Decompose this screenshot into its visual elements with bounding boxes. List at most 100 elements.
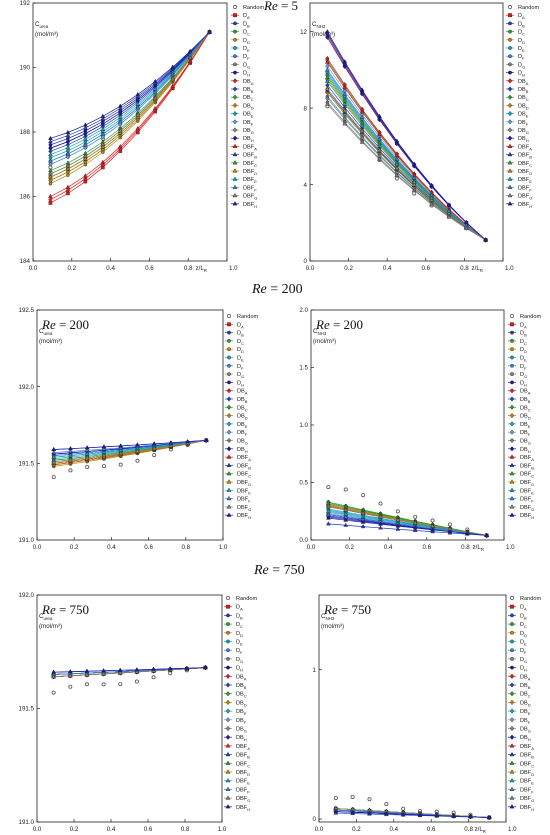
plot-frame: [319, 595, 506, 822]
legend-label: DA: [520, 605, 527, 612]
series-line: [327, 58, 485, 240]
legend-marker: [227, 438, 231, 443]
legend-marker: [226, 778, 230, 782]
legend-marker: [510, 640, 513, 643]
y-axis-label: CNH3: [312, 21, 326, 29]
data-point: [85, 683, 88, 686]
legend-label: DBFF: [518, 185, 532, 192]
legend-label: DC: [236, 622, 243, 629]
legend-marker: [508, 5, 511, 8]
data-point: [136, 92, 140, 95]
data-point: [135, 680, 138, 683]
series-line: [50, 32, 209, 148]
data-point: [119, 444, 123, 447]
legend-marker: [233, 103, 237, 108]
legend-label: DBFH: [237, 513, 251, 520]
legend-label: DBC: [520, 692, 531, 699]
legend-label: DBD: [520, 414, 531, 421]
legend-marker: [510, 430, 514, 435]
legend-label: DBH: [243, 136, 254, 143]
legend-label: DBFE: [237, 488, 251, 495]
y-tick-label: 191.0: [19, 537, 35, 544]
x-tick-label: 0.4: [107, 544, 116, 551]
plot-frame: [37, 310, 223, 540]
legend-label: DBFA: [518, 144, 532, 151]
x-tick-label: 1.0: [218, 826, 227, 833]
data-point: [431, 519, 434, 522]
y-tick-label: 192.0: [19, 384, 35, 391]
legend: RandomDADBDCDDDEDFDGDHDBADBBDBCDBDDBEDBF…: [225, 314, 258, 520]
legend-marker: [226, 605, 229, 608]
legend-label: DBG: [520, 439, 531, 446]
legend-label: DBFA: [520, 744, 534, 751]
y-axis-unit: (mol/m³): [313, 338, 336, 345]
legend-label: DBFH: [236, 805, 250, 812]
data-point: [135, 668, 139, 671]
legend-label: DBA: [243, 79, 254, 86]
data-point: [326, 522, 330, 525]
legend-label: DC: [520, 339, 527, 346]
legend-marker: [508, 152, 512, 156]
chart-nh3-re200: 0.00.20.40.60.81.0z/LR0.00.51.01.52.0CNH…: [299, 307, 541, 552]
legend-marker: [227, 364, 230, 367]
series-line: [50, 32, 209, 177]
data-point: [413, 192, 416, 195]
x-tick-label: 0.8: [184, 265, 193, 272]
legend-marker: [227, 388, 231, 393]
legend-label: DE: [237, 356, 244, 363]
data-point: [86, 465, 89, 468]
legend-label: DH: [236, 666, 243, 673]
x-tick-label: 0.8: [461, 544, 470, 551]
legend-label: DD: [520, 631, 527, 638]
series-DBFH: [325, 29, 487, 241]
legend-marker: [510, 718, 514, 723]
legend-marker: [227, 397, 231, 402]
legend-label: DBFB: [237, 463, 251, 470]
series-line: [50, 32, 209, 177]
legend-marker: [510, 471, 514, 475]
series-DC: [49, 30, 211, 178]
data-point: [83, 131, 87, 135]
legend-label: DD: [237, 347, 244, 354]
legend-label: DBG: [243, 128, 254, 135]
series-line: [327, 79, 485, 240]
legend-label: DBB: [237, 397, 248, 404]
legend-label: DBFE: [520, 488, 534, 495]
legend-marker: [508, 63, 511, 66]
legend-marker: [510, 726, 514, 731]
legend-marker: [227, 488, 231, 492]
legend-marker: [226, 744, 230, 748]
legend-marker: [510, 364, 513, 367]
legend-label: DBFB: [520, 463, 534, 470]
legend-label: DBA: [237, 389, 248, 396]
x-axis-label: z/LR: [473, 544, 485, 552]
legend-marker: [510, 480, 514, 484]
legend-marker: [227, 413, 231, 418]
legend-label: DBG: [518, 128, 529, 135]
data-point: [85, 669, 89, 672]
legend-marker: [226, 691, 230, 696]
legend-marker: [510, 356, 513, 359]
legend-marker: [510, 438, 514, 443]
legend-marker: [508, 202, 512, 206]
legend-marker: [227, 471, 231, 475]
legend-label: DBFF: [236, 787, 250, 794]
x-tick-label: 0.8: [464, 826, 473, 833]
x-axis-label: z/LR: [196, 265, 208, 273]
data-point: [385, 803, 388, 806]
legend-label: DH: [520, 666, 527, 673]
x-axis-label: z/LR: [472, 265, 484, 273]
x-tick-label: 0.4: [383, 265, 392, 272]
legend-label: DBFD: [520, 480, 534, 487]
data-point: [52, 691, 55, 694]
legend-label: DG: [518, 62, 525, 69]
legend-marker: [508, 46, 511, 49]
legend-label: DBFD: [236, 770, 250, 777]
legend-label: DE: [520, 640, 527, 647]
legend-marker: [226, 752, 230, 756]
legend-label: DBC: [518, 95, 529, 102]
legend-label: DBFG: [518, 194, 532, 201]
legend-marker: [508, 38, 511, 41]
legend-marker: [226, 709, 230, 714]
legend-marker: [510, 683, 514, 688]
